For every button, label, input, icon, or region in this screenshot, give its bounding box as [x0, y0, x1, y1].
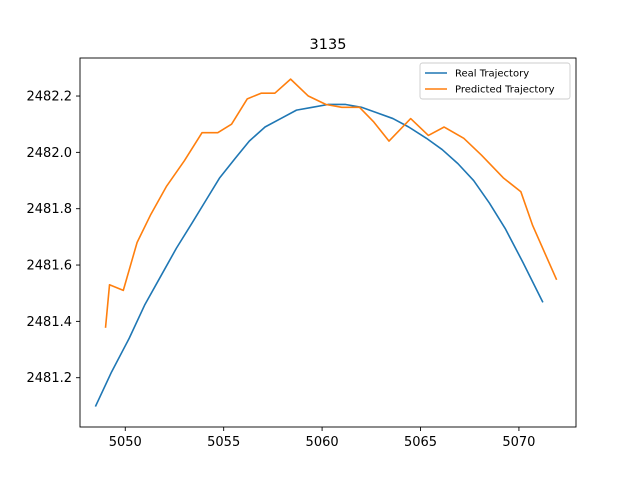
x-tick-label: 5070: [502, 435, 535, 450]
y-tick-label: 2482.0: [27, 146, 73, 161]
y-tick-label: 2481.4: [27, 315, 73, 330]
x-tick-label: 5055: [207, 435, 240, 450]
series-line-2: [104, 78, 558, 328]
legend-box: [419, 62, 571, 100]
x-tick-label: 5060: [306, 435, 339, 450]
plot-area: 5050 5055 5060 5065 5070 2481.2 2481.4 2481.6 24…: [27, 57, 577, 450]
y-tick-label: 2482.2: [27, 90, 73, 105]
y-tick-label: 2481.2: [27, 371, 73, 386]
legend-label-2: Predicted Trajectory: [455, 85, 555, 96]
x-tick-label: 5050: [109, 435, 142, 450]
legend-label-1: Real Trajectory: [455, 69, 529, 80]
chart-title: 3135: [310, 37, 347, 53]
x-tick-label: 5065: [404, 435, 437, 450]
axes-frame: [79, 57, 577, 428]
y-tick-label: 2481.6: [27, 259, 73, 274]
series-line-1: [94, 103, 544, 407]
y-tick-label: 2481.8: [27, 202, 73, 217]
